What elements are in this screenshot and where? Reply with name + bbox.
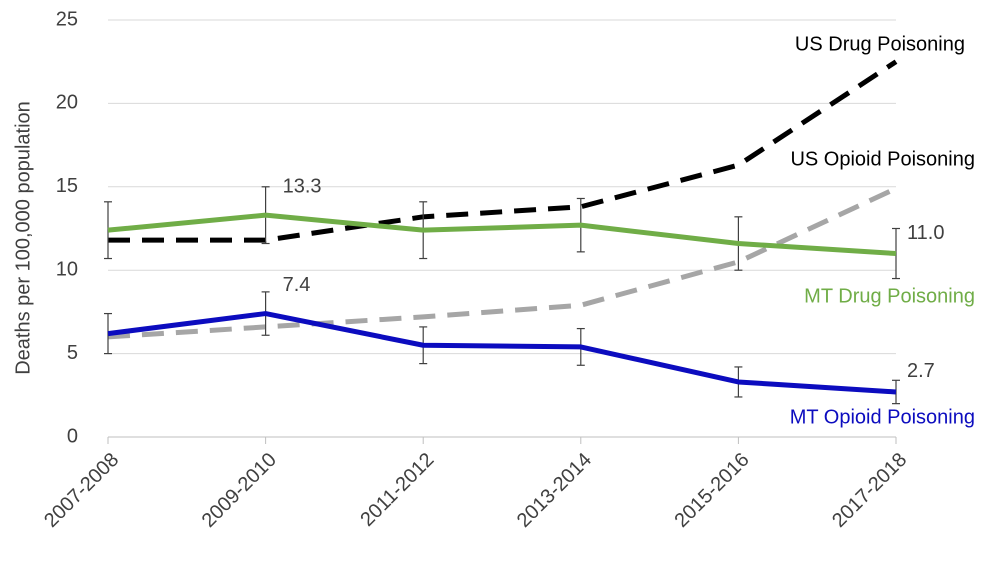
y-tick-label: 25 — [56, 8, 78, 30]
x-tick-label: 2007-2008 — [40, 449, 123, 532]
series-line — [107, 311, 897, 395]
x-tick-label: 2015-2016 — [670, 449, 753, 532]
y-tick-label: 15 — [56, 175, 78, 197]
x-tick-label: 2009-2010 — [198, 449, 281, 532]
y-tick-label: 5 — [67, 342, 78, 364]
series-label: US Drug Poisoning — [795, 33, 965, 55]
y-tick-label: 20 — [56, 92, 78, 114]
y-tick-label: 10 — [56, 258, 78, 280]
series-label: US Opioid Poisoning — [790, 148, 975, 170]
data-label: 7.4 — [283, 274, 311, 296]
series-line — [107, 186, 898, 340]
y-axis-label: Deaths per 100,000 population — [12, 101, 34, 375]
x-tick-label: 2013-2014 — [513, 449, 596, 532]
series-label: MT Drug Poisoning — [804, 285, 975, 307]
x-tick-label: 2011-2012 — [356, 449, 438, 531]
data-label: 11.0 — [907, 222, 944, 244]
series-label: MT Opioid Poisoning — [790, 406, 975, 428]
x-tick-label: 2017-2018 — [828, 449, 911, 532]
data-label: 13.3 — [283, 175, 322, 197]
series-line — [107, 212, 897, 257]
y-tick-label: 0 — [67, 425, 78, 447]
series-line — [108, 59, 898, 243]
data-label: 2.7 — [907, 360, 935, 382]
